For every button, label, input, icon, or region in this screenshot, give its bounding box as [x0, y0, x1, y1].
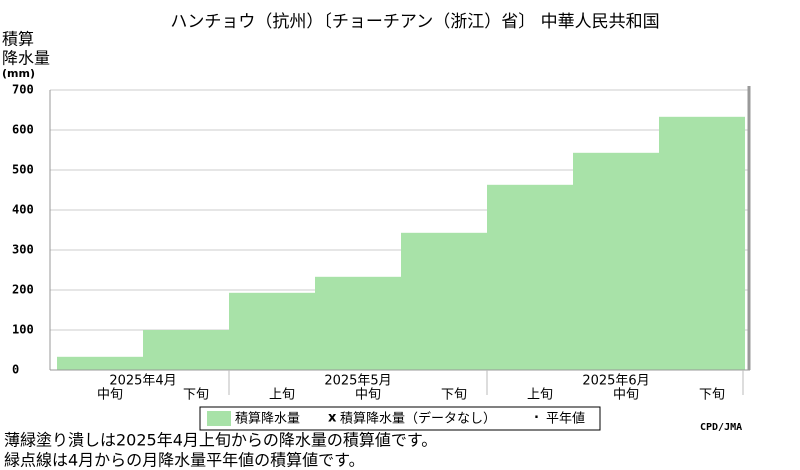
legend-swatch: [207, 411, 231, 426]
y-axis-label: 積算: [2, 30, 34, 49]
x-tick-label: 中旬: [97, 388, 123, 403]
bar: [573, 152, 659, 370]
note: 緑点線は4月からの月降水量平年値の積算値です。: [4, 451, 365, 470]
credit: CPD/JMA: [700, 422, 742, 433]
y-tick-label: 300: [12, 243, 34, 257]
x-tick-label: 下旬: [183, 388, 209, 403]
y-tick-label: 700: [12, 83, 34, 97]
legend-box: [199, 406, 601, 431]
note: 薄緑塗り潰しは2025年4月上旬からの降水量の積算値です。: [4, 431, 437, 450]
bar: [487, 184, 573, 370]
y-tick-label: 500: [12, 163, 34, 177]
x-tick-label: 上旬: [527, 388, 553, 403]
bar: [659, 116, 745, 370]
legend-marker: x: [328, 411, 337, 426]
x-tick-label: 下旬: [441, 388, 467, 403]
y-tick-label: 100: [12, 323, 34, 337]
bar: [401, 232, 487, 370]
y-tick-label: 600: [12, 123, 34, 137]
month-label: 2025年6月: [582, 374, 649, 389]
bar: [315, 276, 401, 370]
legend-label: 平年値: [546, 411, 585, 427]
bar: [229, 292, 315, 370]
y-tick-label: 200: [12, 283, 34, 297]
x-tick-label: 下旬: [699, 388, 725, 403]
legend-label: 積算降水量（データなし）: [340, 411, 496, 427]
month-label: 2025年5月: [324, 374, 391, 389]
x-tick-label: 中旬: [355, 388, 381, 403]
y-axis-label: (mm): [2, 67, 35, 80]
bar: [143, 330, 229, 370]
bar: [57, 356, 143, 370]
legend-marker: ·: [534, 411, 539, 426]
y-tick-label: 400: [12, 203, 34, 217]
x-tick-label: 中旬: [613, 388, 639, 403]
x-tick-label: 上旬: [269, 388, 295, 403]
month-label: 2025年4月: [109, 374, 176, 389]
y-tick-label: 0: [12, 363, 19, 377]
legend-label: 積算降水量: [235, 412, 300, 427]
chart-title: ハンチョウ（抗州）〔チョーチアン（浙江）省〕 中華人民共和国: [170, 12, 659, 32]
y-axis-label: 降水量: [2, 49, 50, 68]
